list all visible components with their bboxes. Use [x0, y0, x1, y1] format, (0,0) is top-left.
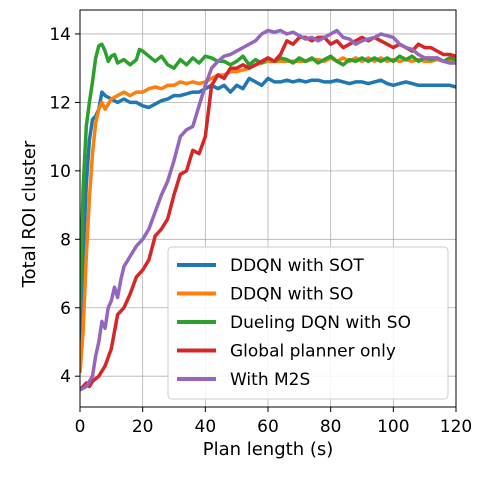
series-line-global-planner-only: [80, 35, 456, 392]
legend-label-ddqn-with-sot: DDQN with SOT: [230, 256, 364, 276]
y-tick-label: 6: [60, 299, 71, 319]
x-tick-label: 100: [377, 417, 409, 437]
legend-box: [167, 246, 449, 400]
y-tick-label: 12: [49, 93, 71, 113]
x-tick-label: 40: [195, 417, 217, 437]
legend-label-global-planner-only: Global planner only: [230, 342, 396, 362]
y-tick-label: 8: [60, 230, 71, 250]
series-line-ddqn-with-sot: [80, 76, 456, 343]
x-tick-label: 60: [257, 417, 279, 437]
y-axis-ticks: 4 6 8 10 12 14: [49, 25, 80, 387]
plot-frame: [79, 9, 457, 408]
x-tick-label: 80: [320, 417, 342, 437]
legend-label-ddqn-with-so: DDQN with SO: [230, 285, 353, 305]
x-axis-label: Plan length (s): [203, 439, 334, 460]
series-line-dueling-dqn-with-so: [80, 42, 456, 308]
x-tick-label: 0: [75, 417, 86, 437]
series-lines: [80, 28, 456, 392]
legend-label-dueling-dqn-with-so: Dueling DQN with SO: [230, 313, 411, 333]
legend: DDQN with SOT DDQN with SO Dueling DQN wit…: [167, 246, 449, 400]
y-tick-label: 4: [60, 367, 71, 387]
y-tick-label: 14: [49, 25, 71, 45]
grid-lines: [79, 10, 457, 407]
y-axis-label: Total ROI cluster: [19, 140, 40, 288]
series-line-with-m2s: [80, 28, 456, 392]
y-tick-label: 10: [49, 162, 71, 182]
legend-label-with-m2s: With M2S: [230, 370, 310, 390]
x-axis-ticks: 0 20 40 60 80 100 120: [75, 407, 472, 437]
x-tick-label: 120: [440, 417, 472, 437]
x-tick-label: 20: [132, 417, 154, 437]
